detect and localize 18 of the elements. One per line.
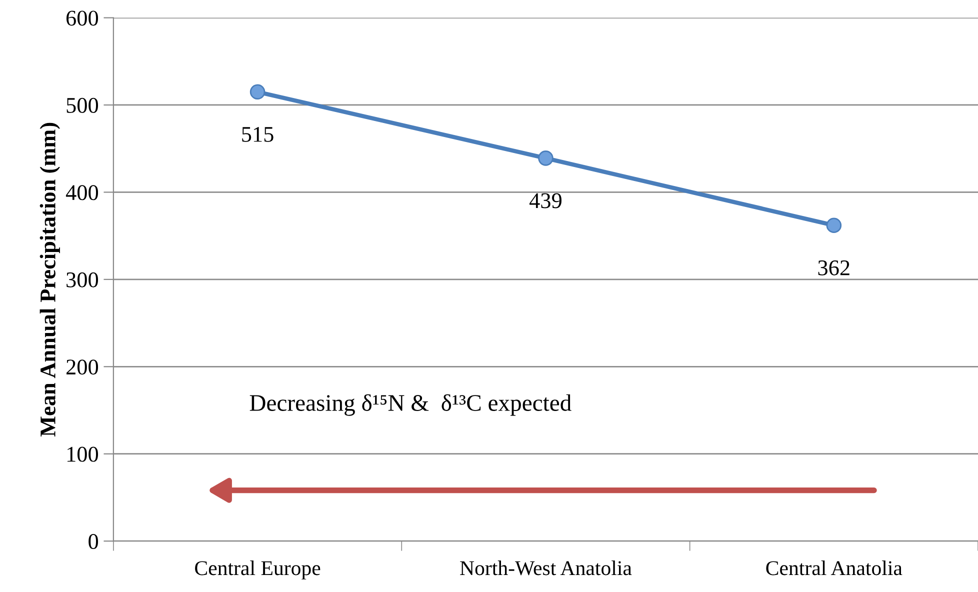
data-label: 362	[818, 260, 850, 276]
x-tick-label: Central Anatolia	[766, 560, 902, 576]
x-tick-label: North-West Anatolia	[460, 560, 632, 576]
y-tick-label: 200	[66, 360, 98, 375]
data-label: 439	[529, 193, 562, 208]
y-axis-title: Mean Annual Precipitation (mm)	[40, 122, 60, 437]
point	[538, 150, 554, 166]
x-tick-label: Central Europe	[195, 560, 320, 580]
y-tick-label: 600	[66, 10, 98, 26]
y-tick-label: 0	[88, 534, 98, 550]
y-tick-label: 300	[66, 272, 98, 288]
annotation: Decreasing δ¹⁵N & δ¹³C expected	[250, 394, 572, 416]
y-tick-label: 400	[66, 185, 98, 200]
y-tick-label: 500	[66, 98, 98, 113]
point	[250, 84, 266, 100]
y-tick-label: 100	[67, 446, 98, 462]
data-label: 515	[242, 127, 274, 142]
point	[826, 218, 842, 233]
